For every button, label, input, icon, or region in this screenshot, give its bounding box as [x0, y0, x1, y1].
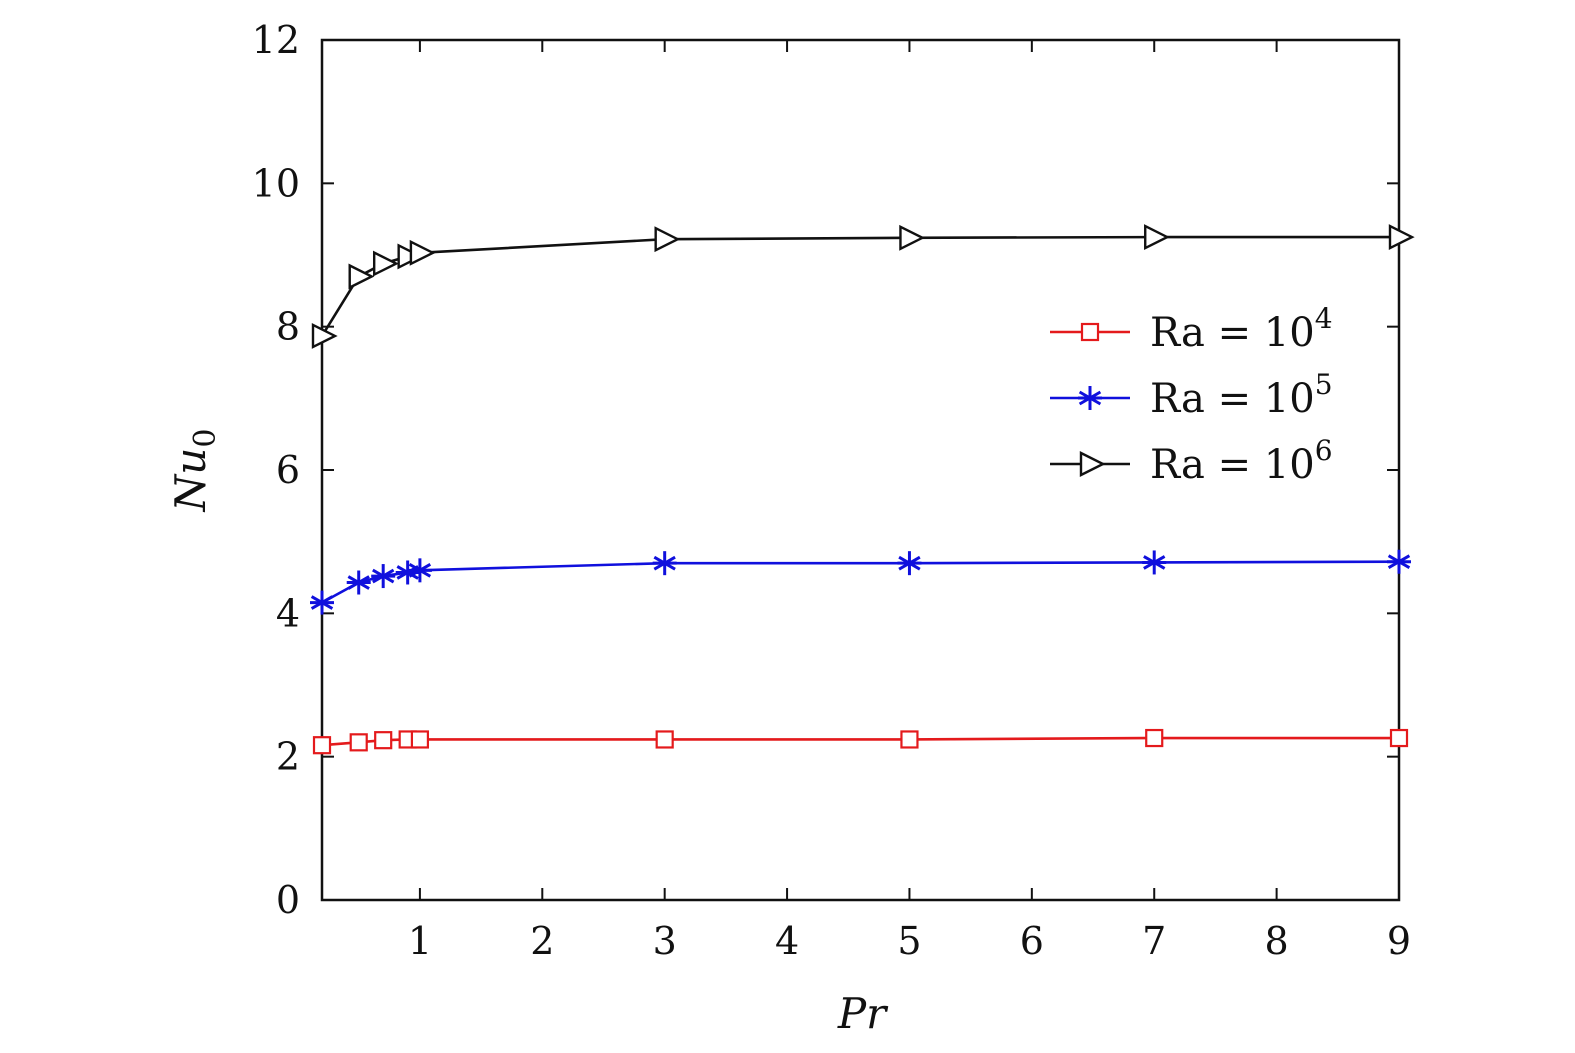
data-point [897, 551, 922, 576]
legend-label-exp: 5 [1315, 368, 1333, 401]
x-tick-label: 4 [775, 919, 799, 963]
y-tick-label: 4 [276, 591, 300, 635]
y-tick-label: 0 [276, 878, 300, 922]
series-line [321, 560, 1400, 604]
legend-label-main: Ra = 10 [1150, 310, 1315, 356]
x-axis-ticks: 1 2 3 4 5 6 7 8 9 [408, 40, 1411, 963]
data-point [312, 736, 332, 755]
x-tick-label: 3 [653, 919, 677, 963]
x-tick-label: 7 [1142, 919, 1166, 963]
x-tick-label: 6 [1020, 919, 1044, 963]
x-tick-label: 9 [1387, 919, 1411, 963]
legend-entry: Ra = 104 [1050, 302, 1333, 356]
data-point [407, 558, 432, 583]
legend-label-exp: 6 [1315, 434, 1333, 467]
data-point [900, 730, 919, 749]
data-point [374, 731, 393, 750]
data-point [310, 590, 334, 615]
data-point [1142, 550, 1167, 575]
data-point [1387, 549, 1411, 574]
data-point [1388, 224, 1415, 251]
legend-marker [1080, 322, 1100, 342]
data-point [311, 323, 338, 349]
y-tick-label: 12 [252, 18, 300, 62]
data-point [372, 250, 399, 277]
series-line [321, 736, 1399, 747]
series-0 [312, 728, 1409, 755]
legend-label: Ra = 104 [1150, 302, 1333, 356]
x-tick-label: 2 [530, 919, 554, 963]
x-tick-label: 8 [1265, 919, 1289, 963]
y-tick-label: 6 [276, 448, 300, 492]
data-point [1144, 224, 1170, 251]
y-tick-label: 2 [276, 735, 300, 779]
data-point [899, 224, 926, 251]
data-point [654, 226, 681, 253]
data-point [397, 243, 424, 270]
y-tick-label: 8 [276, 305, 300, 349]
data-point [349, 733, 368, 752]
x-tick-label: 1 [408, 919, 432, 963]
series-2 [311, 224, 1415, 349]
data-point [409, 239, 436, 266]
legend-label-main: Ra = 10 [1150, 376, 1315, 422]
y-axis-ticks: 0 2 4 6 8 10 12 [252, 18, 1399, 922]
y-axis-label-main: Nu [166, 448, 215, 513]
data-point [410, 730, 430, 749]
legend-marker [1079, 451, 1106, 477]
series-layer [310, 224, 1415, 755]
data-point [655, 730, 674, 749]
data-point [1145, 728, 1164, 748]
data-point [1389, 728, 1409, 748]
data-point [348, 263, 375, 290]
x-tick-label: 5 [897, 919, 921, 963]
legend-label-exp: 4 [1315, 302, 1333, 335]
data-point [346, 570, 371, 595]
data-point [652, 551, 677, 576]
legend-marker [1078, 386, 1102, 410]
y-axis-label-group: Nu0 [166, 429, 223, 513]
legend-entry: Ra = 106 [1050, 434, 1333, 488]
legend-label: Ra = 106 [1150, 434, 1333, 488]
legend-label: Ra = 105 [1150, 368, 1333, 422]
legend-entry: Ra = 105 [1050, 368, 1333, 422]
y-axis-label-sub: 0 [188, 429, 223, 448]
x-axis-label: Pr [837, 989, 889, 1038]
legend-label-main: Ra = 10 [1150, 442, 1315, 488]
series-1 [310, 549, 1411, 615]
y-tick-label: 10 [252, 161, 300, 205]
y-axis-label: Nu0 [166, 429, 223, 513]
data-point [371, 564, 396, 589]
